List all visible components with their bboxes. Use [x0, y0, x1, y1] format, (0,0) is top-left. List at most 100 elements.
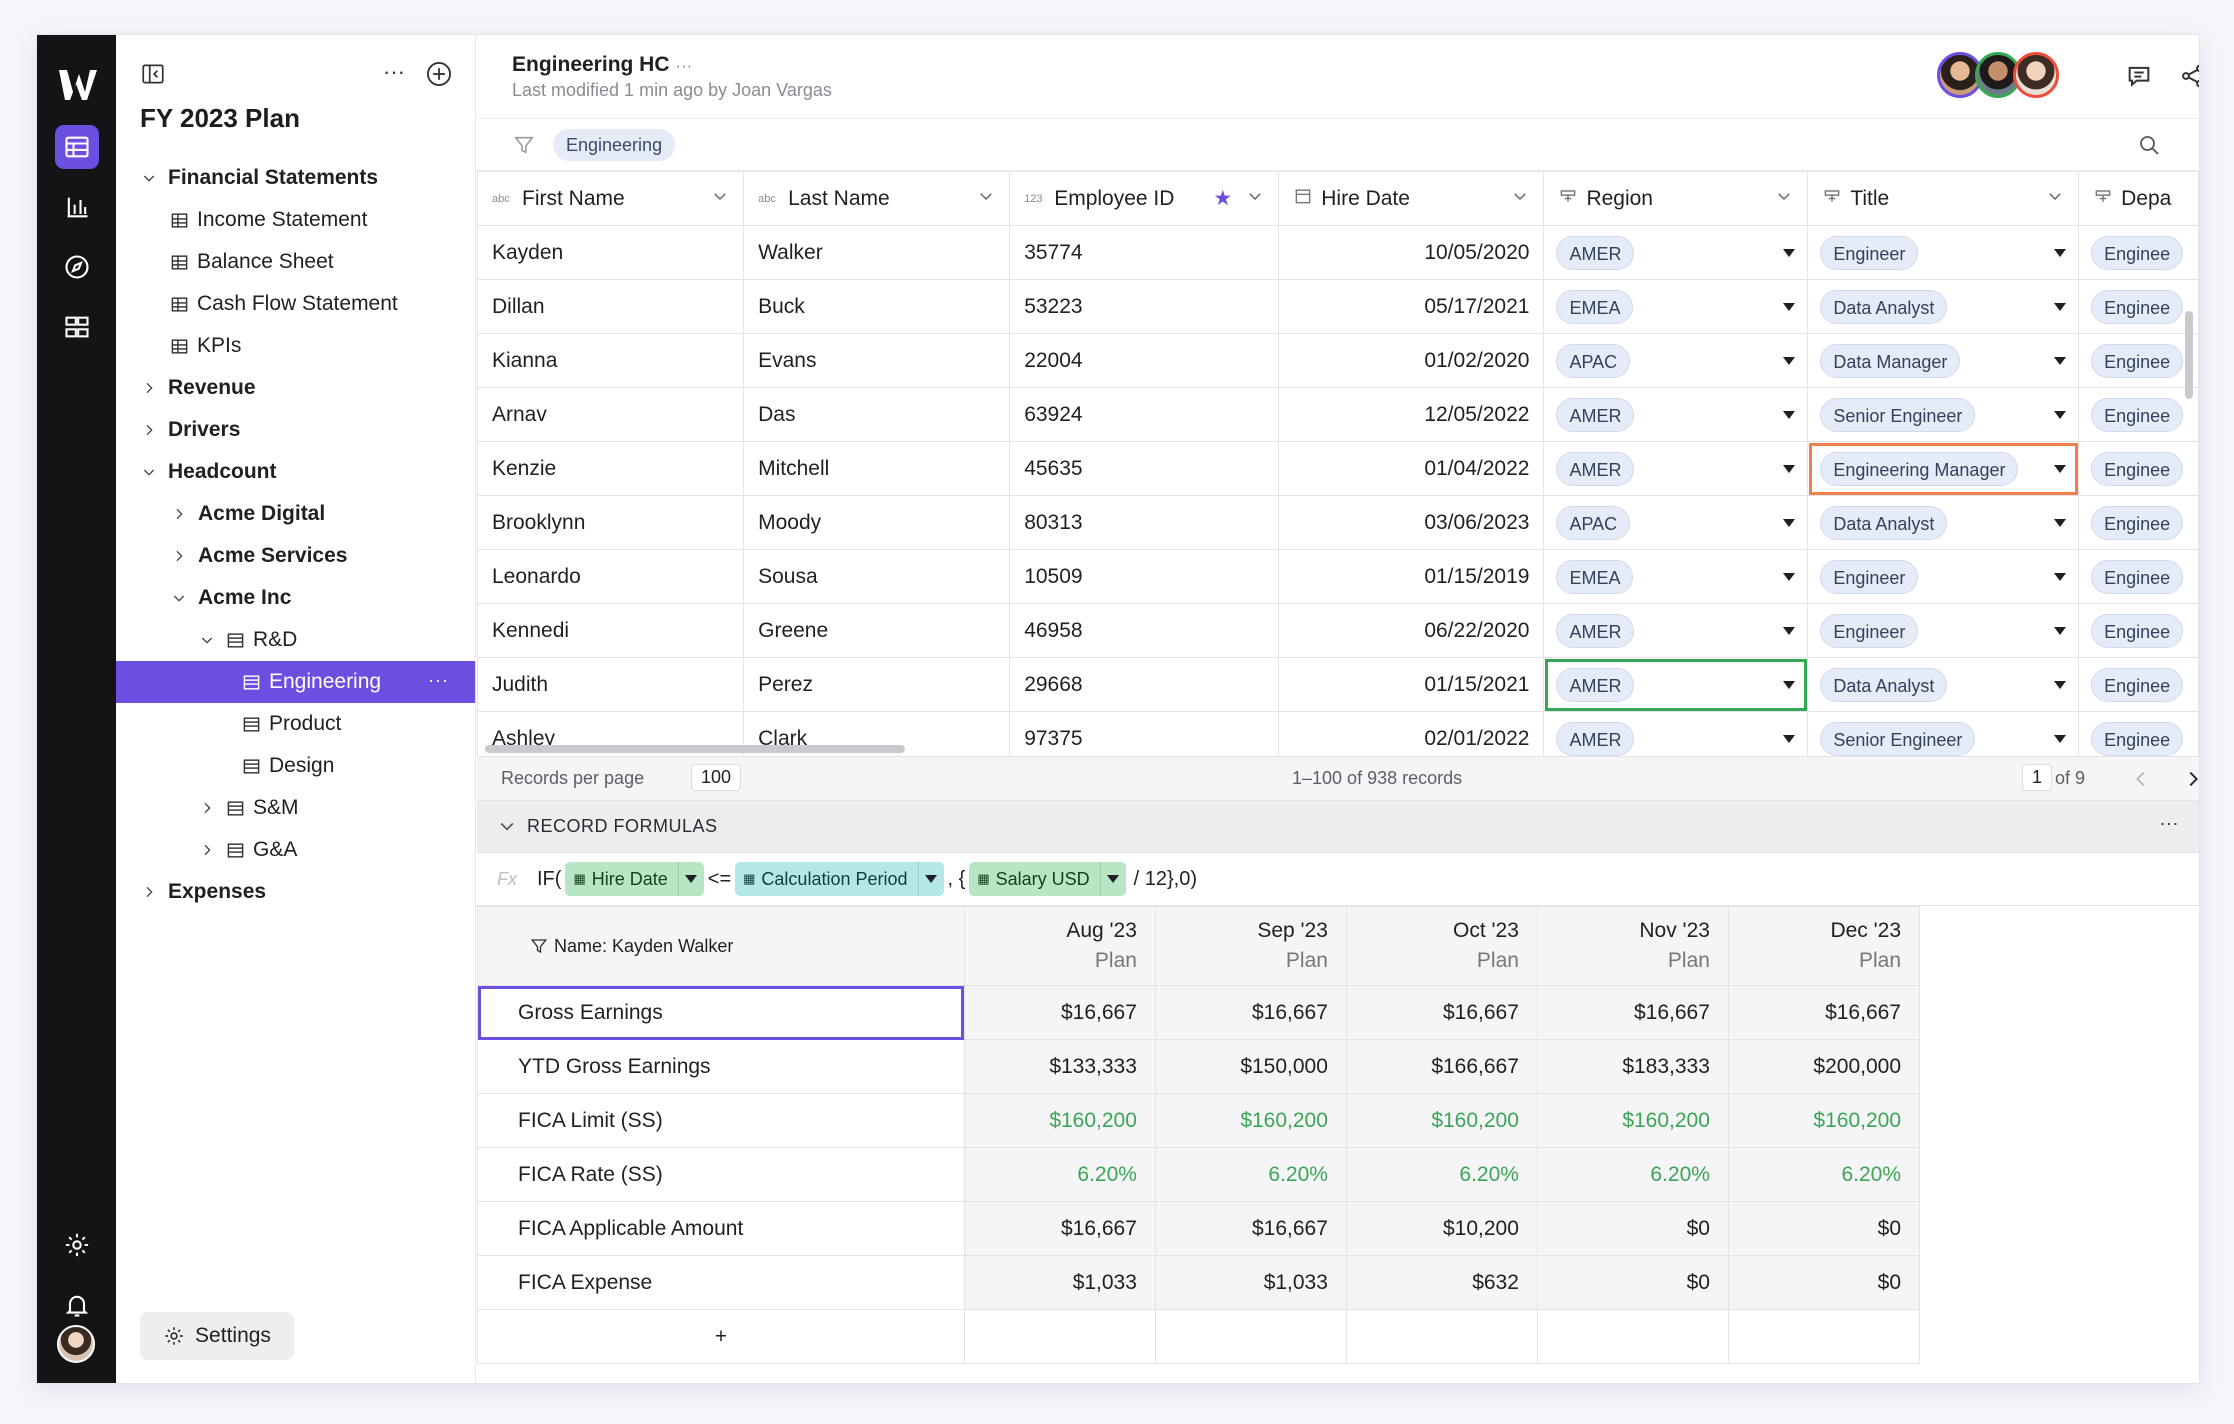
dropdown-icon[interactable] [1783, 464, 1796, 473]
comment-icon[interactable] [2125, 62, 2153, 90]
dropdown-icon[interactable] [1783, 734, 1796, 743]
dropdown-icon[interactable] [1783, 302, 1796, 311]
bell-icon[interactable] [55, 1283, 99, 1327]
grid-cell[interactable]: Enginee [2078, 279, 2199, 334]
grid-cell[interactable]: 63924 [1009, 387, 1280, 442]
grid-cell[interactable]: 01/15/2021 [1278, 657, 1545, 712]
grid-cell[interactable]: Enginee [2078, 549, 2199, 604]
formula-value[interactable]: $16,667 [1727, 985, 1921, 1040]
table-row[interactable]: Leonardo Sousa 10509 01/15/2019 EMEA Engineer… [477, 549, 2199, 604]
item-more-icon[interactable]: ··· [428, 670, 449, 690]
chevron-down-icon[interactable] [497, 816, 517, 836]
chevron-down-icon[interactable] [1246, 187, 1264, 211]
record-formulas-header[interactable]: RECORD FORMULAS ··· [477, 800, 2199, 852]
grid-cell[interactable]: Brooklynn [477, 495, 745, 550]
chevron-down-icon[interactable] [140, 463, 158, 481]
grid-cell[interactable]: Enginee [2078, 657, 2199, 712]
collaborators[interactable] [1937, 52, 2059, 100]
avatar[interactable] [2013, 52, 2059, 98]
nav-item[interactable]: G&A [116, 829, 475, 871]
column-header[interactable]: Depa [2078, 171, 2199, 226]
formula-row-label[interactable]: FICA Rate (SS) [477, 1147, 965, 1202]
formula-value[interactable]: $0 [1727, 1255, 1921, 1310]
nav-item[interactable]: R&D [116, 619, 475, 661]
grid-cell[interactable]: 05/17/2021 [1278, 279, 1545, 334]
grid-cell[interactable]: APAC [1543, 495, 1809, 550]
formula-value[interactable]: $16,667 [1536, 985, 1729, 1040]
dropdown-icon[interactable] [2054, 572, 2067, 581]
formulas-more-icon[interactable]: ··· [2159, 813, 2179, 833]
table-row[interactable]: Kayden Walker 35774 10/05/2020 AMER Engineer E… [477, 225, 2199, 280]
grid-cell[interactable]: Data Manager [1807, 333, 2080, 388]
nav-item[interactable]: Engineering ··· [116, 661, 475, 703]
nav-item[interactable]: Revenue [116, 367, 475, 409]
grid-cell[interactable]: Leonardo [477, 549, 745, 604]
formula-row[interactable]: FICA Expense $1,033 $1,033 $632 $0 $0 [477, 1255, 1921, 1310]
formula-value[interactable]: $632 [1345, 1255, 1538, 1310]
formula-row-label[interactable]: FICA Applicable Amount [477, 1201, 965, 1256]
grid-cell[interactable]: Moody [743, 495, 1011, 550]
formula-value[interactable]: $200,000 [1727, 1039, 1921, 1094]
dropdown-icon[interactable] [1783, 626, 1796, 635]
records-per-page-select[interactable]: 100 [691, 764, 742, 791]
table-row[interactable]: Dillan Buck 53223 05/17/2021 EMEA Data Analys… [477, 279, 2199, 334]
table-row[interactable]: Arnav Das 63924 12/05/2022 AMER Senior Engine… [477, 387, 2199, 442]
sheets-icon[interactable] [55, 125, 99, 169]
add-formula-button[interactable]: + [477, 1309, 965, 1364]
grid-cell[interactable]: 10/05/2020 [1278, 225, 1545, 280]
nav-item[interactable]: Acme Services [116, 535, 475, 577]
nav-item[interactable]: Design [116, 745, 475, 787]
grid-cell[interactable]: Buck [743, 279, 1011, 334]
grid-cell[interactable]: 80313 [1009, 495, 1280, 550]
search-icon[interactable] [2137, 133, 2161, 157]
formula-value[interactable]: $16,667 [1154, 1201, 1347, 1256]
grid-cell[interactable]: 35774 [1009, 225, 1280, 280]
grid-cell[interactable]: EMEA [1543, 549, 1809, 604]
grid-cell[interactable]: Engineer [1807, 225, 2080, 280]
nav-item[interactable]: KPIs [116, 325, 475, 367]
horizontal-scrollbar[interactable] [485, 745, 905, 753]
filter-chip[interactable]: Engineering [553, 129, 676, 161]
nav-item[interactable]: Acme Digital [116, 493, 475, 535]
formula-value[interactable]: $1,033 [1154, 1255, 1347, 1310]
star-icon[interactable]: ★ [1213, 187, 1233, 210]
grid-cell[interactable]: Arnav [477, 387, 745, 442]
formula-value[interactable]: 6.20% [1727, 1147, 1921, 1202]
formula-token-hire-date[interactable]: ▦ Hire Date [565, 862, 704, 896]
column-header[interactable]: Title [1807, 171, 2080, 226]
chevron-right-icon[interactable] [140, 379, 158, 397]
grid-cell[interactable]: Enginee [2078, 333, 2199, 388]
grid-cell[interactable]: Greene [743, 603, 1011, 658]
chevron-right-icon[interactable] [198, 799, 216, 817]
formula-value[interactable]: $16,667 [1345, 985, 1538, 1040]
table-row[interactable]: Kianna Evans 22004 01/02/2020 APAC Data Manag… [477, 333, 2199, 388]
grid-cell[interactable]: AMER [1543, 603, 1809, 658]
table-row[interactable]: Judith Perez 29668 01/15/2021 AMER Data Analy… [477, 657, 2199, 712]
reports-icon[interactable] [55, 185, 99, 229]
grid-cell[interactable]: Enginee [2078, 441, 2199, 496]
add-icon[interactable] [425, 60, 453, 88]
chevron-down-icon[interactable] [977, 187, 995, 211]
dropdown-icon[interactable] [1783, 680, 1796, 689]
next-page-icon[interactable] [2182, 768, 2199, 790]
grid-cell[interactable]: Dillan [477, 279, 745, 334]
grid-cell[interactable]: Das [743, 387, 1011, 442]
grid-cell[interactable]: Judith [477, 657, 745, 712]
dropdown-icon[interactable] [2054, 626, 2067, 635]
grid-cell[interactable]: 01/04/2022 [1278, 441, 1545, 496]
grid-cell[interactable]: 01/15/2019 [1278, 549, 1545, 604]
formula-value[interactable]: $16,667 [963, 985, 1156, 1040]
grid-cell[interactable]: AMER [1543, 387, 1809, 442]
chevron-right-icon[interactable] [140, 883, 158, 901]
nav-item[interactable]: Financial Statements [116, 157, 475, 199]
formula-value[interactable]: $160,200 [1727, 1093, 1921, 1148]
record-filter[interactable]: Name: Kayden Walker [477, 906, 965, 986]
formula-row[interactable]: FICA Rate (SS) 6.20% 6.20% 6.20% 6.20% 6.20% [477, 1147, 1921, 1202]
nav-item[interactable]: Drivers [116, 409, 475, 451]
nav-more-icon[interactable]: ··· [383, 59, 405, 84]
nav-item[interactable]: Income Statement [116, 199, 475, 241]
grid-cell[interactable]: 12/05/2022 [1278, 387, 1545, 442]
formula-value[interactable]: $0 [1536, 1201, 1729, 1256]
formula-value[interactable]: 6.20% [1154, 1147, 1347, 1202]
dropdown-icon[interactable] [2054, 680, 2067, 689]
